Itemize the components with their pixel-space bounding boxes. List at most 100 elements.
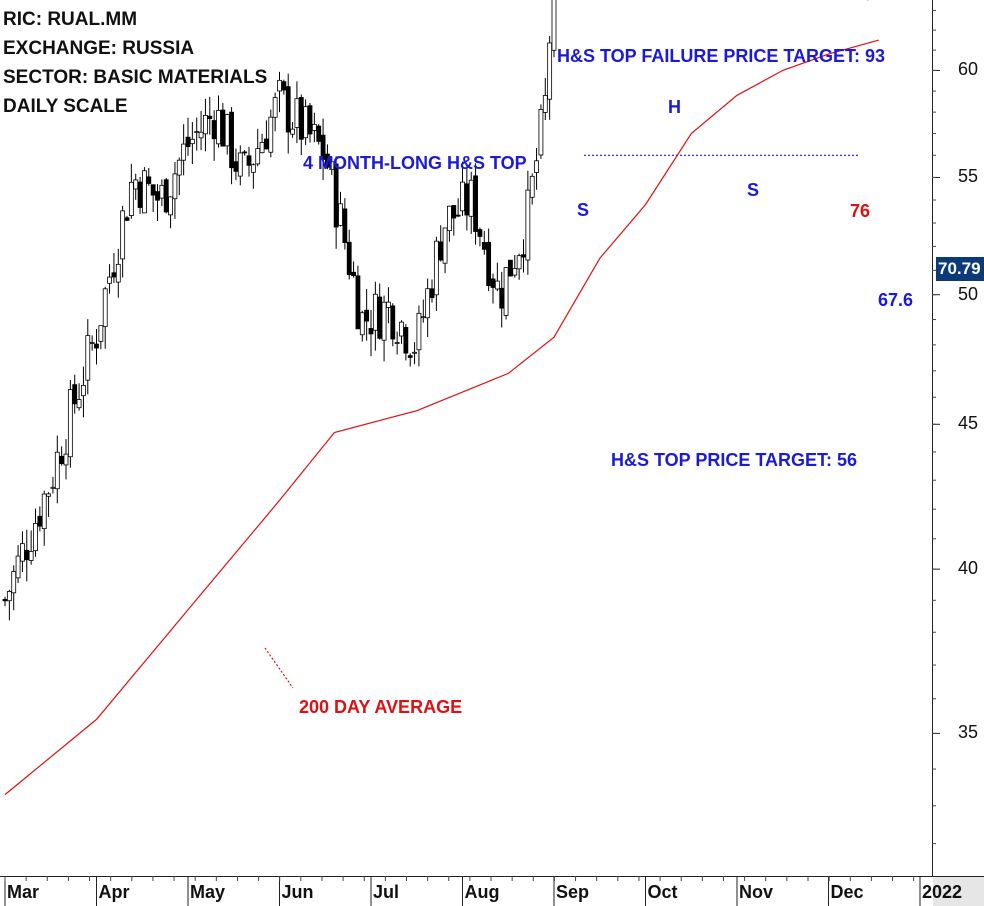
candle-up bbox=[128, 181, 134, 216]
candle-down bbox=[521, 254, 526, 258]
candle-down bbox=[364, 309, 370, 322]
x-tick-label: 2022 bbox=[922, 882, 963, 902]
last-price-tag: 70.79 bbox=[936, 257, 984, 281]
candle-down bbox=[233, 161, 239, 172]
moving-average-line bbox=[4, 39, 879, 796]
candle-up bbox=[394, 342, 400, 344]
pattern-label: 4 MONTH-LONG H&S TOP bbox=[303, 153, 527, 173]
candle-up bbox=[460, 181, 465, 212]
candle-down bbox=[351, 271, 356, 277]
candle-up bbox=[11, 571, 17, 594]
candle-up bbox=[268, 116, 274, 153]
candle-up bbox=[50, 486, 56, 489]
candle-down bbox=[307, 105, 313, 135]
candle-down bbox=[429, 288, 435, 299]
candle-down bbox=[508, 259, 513, 277]
candle-up bbox=[203, 114, 208, 135]
candle-up bbox=[107, 276, 112, 284]
candle-up bbox=[381, 301, 387, 341]
sector-label: SECTOR: BASIC MATERIALS bbox=[3, 67, 268, 88]
candle-down bbox=[2, 598, 8, 602]
candle-down bbox=[464, 183, 470, 216]
candle-up bbox=[89, 342, 95, 344]
candle-down bbox=[477, 229, 483, 237]
x-tick-label: Apr bbox=[98, 882, 130, 902]
candle-down bbox=[346, 241, 352, 276]
candle-up bbox=[33, 523, 38, 552]
candle-up bbox=[46, 493, 51, 497]
candle-up bbox=[81, 385, 86, 397]
candle-down bbox=[146, 176, 152, 184]
candle-down bbox=[111, 272, 117, 278]
candle-up bbox=[442, 227, 448, 264]
x-tick-label: May bbox=[190, 882, 226, 902]
candle-up bbox=[67, 389, 73, 458]
candle-up bbox=[512, 268, 518, 276]
candle-up bbox=[20, 543, 25, 562]
candle-up bbox=[63, 453, 69, 466]
candle-up bbox=[172, 173, 178, 200]
candle-up bbox=[98, 325, 104, 342]
x-tick-label: Oct bbox=[647, 882, 678, 902]
candle-up bbox=[6, 591, 12, 602]
candle-up bbox=[433, 240, 439, 296]
candle-down bbox=[242, 151, 248, 154]
y-tick-label: 45 bbox=[957, 413, 978, 434]
x-tick-label: Dec bbox=[830, 882, 864, 902]
y-tick-label: 35 bbox=[957, 722, 978, 743]
candle-down bbox=[451, 205, 457, 219]
candle-down bbox=[124, 217, 130, 221]
exchange-label: EXCHANGE: RUSSIA bbox=[3, 38, 195, 59]
candle-down bbox=[377, 296, 383, 339]
y-tick-label: 60 bbox=[957, 59, 978, 80]
y-tick-label: 40 bbox=[957, 558, 978, 579]
candle-up bbox=[259, 141, 265, 154]
candle-down bbox=[455, 214, 461, 217]
candle-down bbox=[207, 115, 213, 119]
candle-up bbox=[120, 210, 126, 260]
x-tick-label: Nov bbox=[739, 882, 774, 902]
candle-up bbox=[538, 109, 544, 156]
candle-down bbox=[281, 81, 287, 91]
x-tick-label: Mar bbox=[7, 882, 40, 902]
candle-down bbox=[499, 287, 505, 309]
candle-down bbox=[59, 455, 65, 465]
candle-down bbox=[438, 241, 444, 261]
candle-up bbox=[372, 293, 378, 331]
candle-down bbox=[407, 355, 413, 358]
candle-up bbox=[181, 143, 187, 161]
price-target-label: H&S TOP PRICE TARGET: 56 bbox=[611, 450, 858, 470]
candle-up bbox=[551, 0, 557, 51]
candle-up bbox=[194, 131, 200, 133]
candle-down bbox=[481, 242, 487, 250]
candle-up bbox=[416, 312, 422, 351]
failure-target-label: H&S TOP FAILURE PRICE TARGET: 93 bbox=[557, 46, 886, 66]
candle-down bbox=[264, 138, 269, 150]
candle-up bbox=[290, 128, 295, 135]
candle-up bbox=[338, 203, 343, 226]
x-tick-label: Aug bbox=[464, 882, 500, 902]
right-shoulder-label: S bbox=[747, 180, 760, 200]
candle-up bbox=[277, 79, 282, 92]
candle-up bbox=[115, 263, 121, 283]
y-tick-label: 50 bbox=[957, 283, 978, 304]
scale-label: DAILY SCALE bbox=[3, 96, 128, 117]
candle-up bbox=[250, 164, 256, 173]
candle-up bbox=[447, 205, 452, 232]
candle-up bbox=[237, 152, 243, 177]
candle-down bbox=[320, 134, 326, 160]
candle-up bbox=[41, 493, 47, 530]
candle-up bbox=[412, 351, 417, 354]
candle-up bbox=[425, 288, 431, 319]
y-tick-label: 55 bbox=[957, 166, 978, 187]
candle-up bbox=[159, 184, 165, 199]
resistance-value-label: 76 bbox=[850, 201, 871, 221]
candle-down bbox=[24, 549, 30, 561]
candle-up bbox=[294, 98, 300, 128]
ma-label-leader bbox=[264, 647, 294, 689]
candle-down bbox=[486, 241, 492, 286]
candle-up bbox=[534, 160, 539, 173]
y-axis-panel bbox=[933, 0, 984, 906]
